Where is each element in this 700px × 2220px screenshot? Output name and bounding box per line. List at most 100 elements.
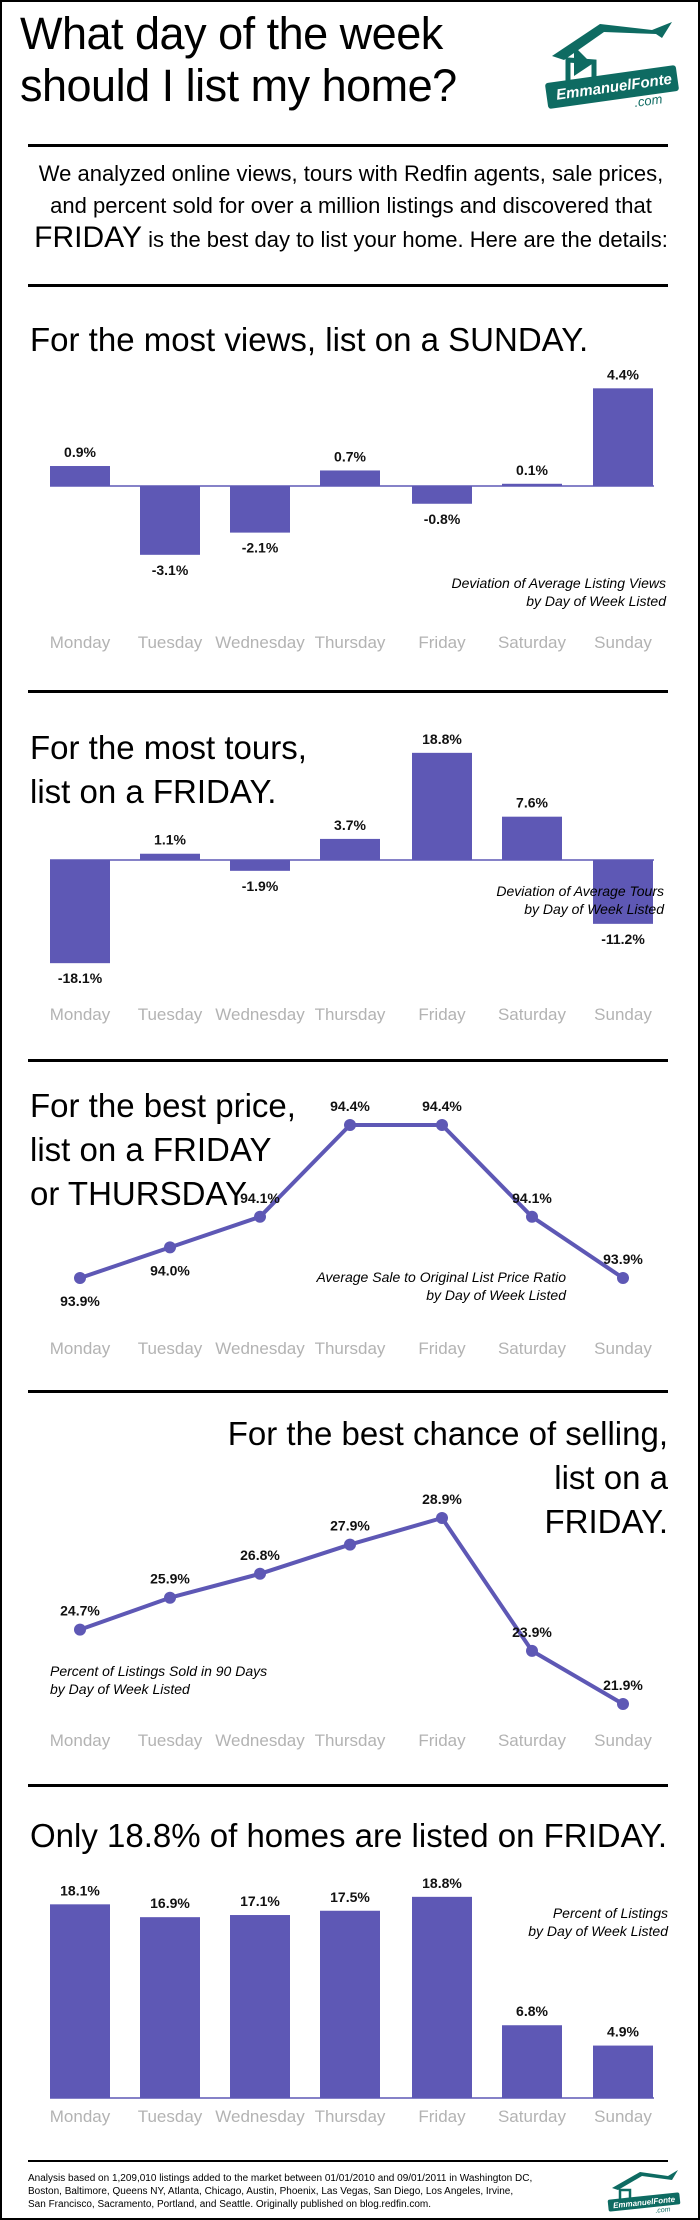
day-label: Friday — [418, 2107, 466, 2126]
data-label: -0.8% — [424, 511, 461, 527]
data-point — [164, 1241, 176, 1254]
day-label: Thursday — [315, 1339, 386, 1358]
intro-highlight: FRIDAY — [34, 221, 142, 254]
data-label: 25.9% — [150, 1571, 190, 1587]
bar — [593, 388, 653, 486]
chart-note: Percent of Listings — [553, 1905, 668, 1921]
tours-chart-svg: -18.1% 1.1% -1.9% 3.7% 18.8% 7.6% -11.2% Monday… — [50, 731, 665, 1024]
bar — [593, 2045, 653, 2098]
day-label: Tuesday — [138, 633, 203, 652]
data-label: 27.9% — [330, 1518, 370, 1534]
footer-logo: EmmanuelFonte .com — [604, 2168, 684, 2215]
chart-note: Deviation of Average Tours — [496, 883, 664, 899]
bar — [502, 816, 562, 860]
day-label: Thursday — [315, 2107, 386, 2126]
chart-note: by Day of Week Listed — [524, 901, 665, 917]
data-label: 94.4% — [422, 1098, 462, 1114]
data-point — [617, 1272, 629, 1284]
day-label: Tuesday — [138, 1339, 203, 1358]
intro-part1: We analyzed online views, tours with Red… — [38, 161, 664, 218]
day-label: Friday — [418, 1731, 466, 1750]
page-title: What day of the week should I list my ho… — [20, 8, 500, 112]
brand-logo: EmmanuelFonte .com — [534, 16, 684, 112]
data-point — [74, 1623, 86, 1636]
data-label: 0.1% — [516, 462, 548, 478]
price-chart: 93.9% 94.0% 94.1% 94.4% 94.4% 94.1% 93.9% Monda… — [2, 1066, 700, 1376]
section-title-line: Only 18.8% of homes are listed on FRIDAY… — [30, 1817, 668, 1854]
day-label: Tuesday — [138, 1731, 203, 1750]
day-label: Saturday — [498, 1005, 567, 1024]
data-point — [617, 1698, 629, 1710]
divider — [28, 2160, 668, 2162]
data-label: 18.1% — [60, 1882, 100, 1898]
data-point — [436, 1512, 448, 1524]
data-label: -3.1% — [152, 562, 189, 578]
day-label: Saturday — [498, 1731, 567, 1750]
data-label: 6.8% — [516, 2003, 548, 2019]
data-label: -1.9% — [242, 878, 279, 894]
bar — [320, 838, 380, 860]
bar — [140, 853, 200, 860]
bar — [412, 752, 472, 860]
section-title-line: list on a FRIDAY. — [30, 773, 277, 810]
data-label: 0.9% — [64, 444, 96, 460]
data-label: 23.9% — [512, 1624, 552, 1640]
intro-part2: is the best day to list your home. Here … — [148, 227, 668, 252]
bar — [412, 1896, 472, 2098]
day-label: Sunday — [594, 1005, 652, 1024]
section-title-line: list on a — [554, 1459, 668, 1496]
day-label: Friday — [418, 1339, 466, 1358]
day-label: Thursday — [315, 633, 386, 652]
bar — [50, 1904, 110, 2098]
intro-text: We analyzed online views, tours with Red… — [28, 158, 674, 256]
views-chart: 0.9% -3.1% -2.1% 0.7% -0.8% 0.1% 4.4% Monday Tue… — [2, 292, 700, 672]
day-label: Thursday — [315, 1731, 386, 1750]
divider — [28, 690, 668, 693]
day-label: Wednesday — [215, 633, 305, 652]
section-title-line: or THURSDAY — [30, 1175, 247, 1212]
section-title-line: For the best price, — [30, 1087, 296, 1124]
page-title-line: should I list my home? — [20, 60, 457, 111]
data-label: 16.9% — [150, 1895, 190, 1911]
data-label: -11.2% — [601, 931, 645, 947]
bar — [502, 2025, 562, 2098]
house-roof-logo-icon: EmmanuelFonte .com — [607, 2170, 681, 2215]
chart-note: by Day of Week Listed — [426, 1287, 567, 1303]
day-label: Friday — [418, 633, 466, 652]
data-point — [344, 1538, 356, 1551]
data-label: 93.9% — [603, 1251, 643, 1267]
bar — [50, 466, 110, 486]
day-label: Friday — [418, 1005, 466, 1024]
data-point — [344, 1119, 356, 1131]
day-label: Monday — [50, 2107, 111, 2126]
data-label: 0.7% — [334, 448, 366, 464]
data-point — [526, 1210, 538, 1223]
footer-line: Analysis based on 1,209,010 listings add… — [28, 2173, 533, 2184]
data-label: 94.4% — [330, 1098, 370, 1114]
listings-chart-svg: 18.1% 16.9% 17.1% 17.5% 18.8% 6.8% 4.9% Monday T… — [50, 1875, 669, 2126]
section-title-line: list on a FRIDAY — [30, 1131, 272, 1168]
sold-chart: 24.7% 25.9% 26.8% 27.9% 28.9% 23.9% 21.9% Monda… — [2, 1398, 700, 1768]
data-label: 3.7% — [334, 817, 366, 833]
data-point — [254, 1210, 266, 1223]
chart-note: Average Sale to Original List Price Rati… — [315, 1269, 566, 1285]
footer-logo-subtext: .com — [655, 2206, 671, 2214]
data-label: 94.1% — [240, 1190, 280, 1206]
tours-chart: -18.1% 1.1% -1.9% 3.7% 18.8% 7.6% -11.2% Monday… — [2, 698, 700, 1048]
data-label: 94.0% — [150, 1262, 190, 1278]
data-label: 7.6% — [516, 795, 548, 811]
footer-line: San Francisco, Sacramento, Portland, and… — [28, 2199, 431, 2210]
day-label: Monday — [50, 633, 111, 652]
divider — [28, 284, 668, 287]
chart-note: Percent of Listings Sold in 90 Days — [50, 1663, 267, 1679]
data-point — [526, 1644, 538, 1657]
day-label: Tuesday — [138, 2107, 203, 2126]
section-title-line: For the most views, list on a SUNDAY. — [30, 321, 589, 358]
footer-note: Analysis based on 1,209,010 listings add… — [28, 2172, 588, 2211]
section-title: For the most views, list on a SUNDAY. — [30, 318, 588, 362]
section-title-line: For the most tours, — [30, 729, 307, 766]
divider — [28, 1059, 668, 1062]
bar — [230, 486, 290, 533]
bar — [320, 1910, 380, 2098]
